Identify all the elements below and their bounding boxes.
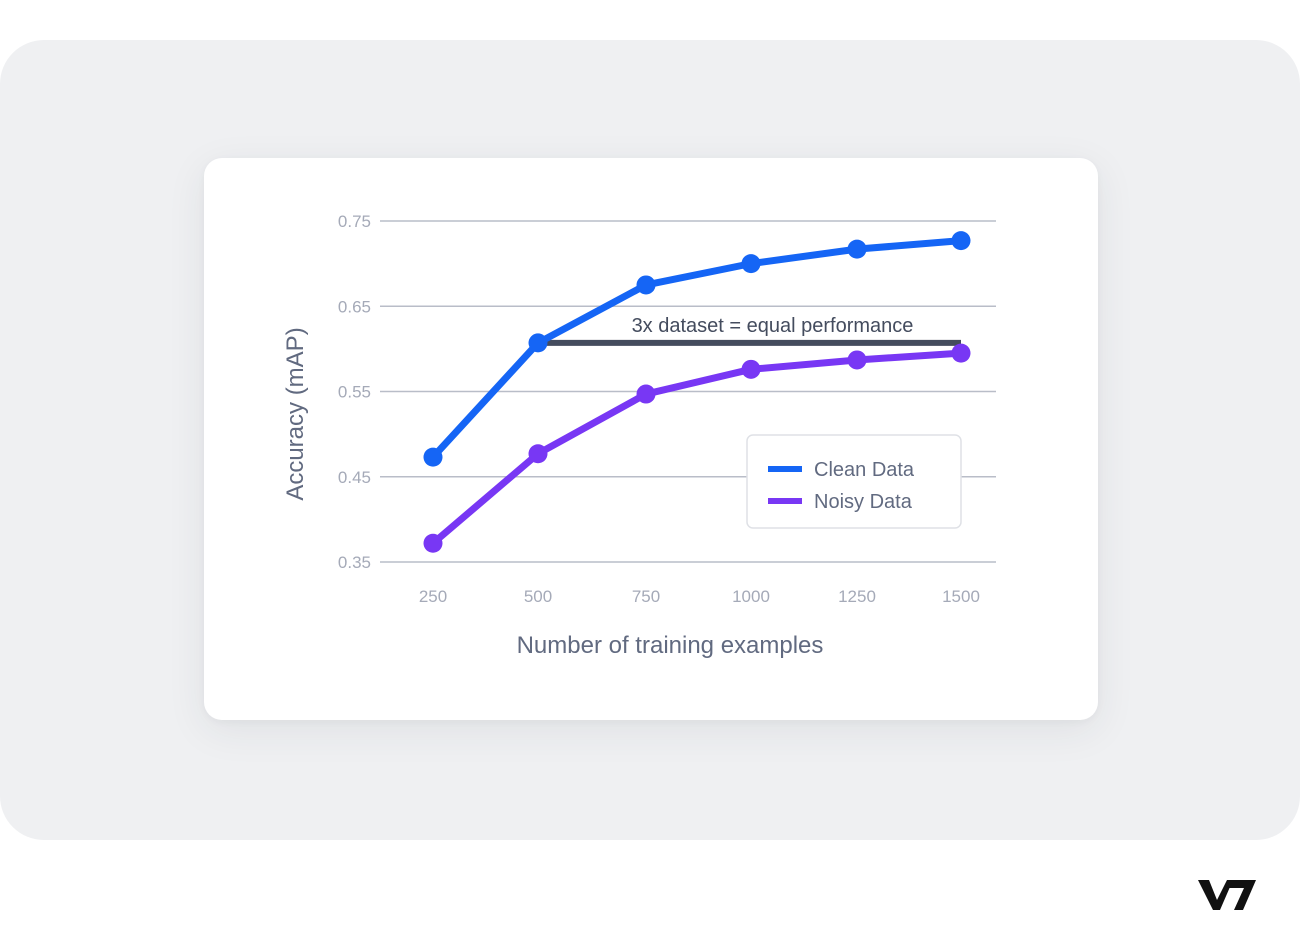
x-tick-label: 750 — [632, 587, 660, 606]
x-tick-label: 1000 — [732, 587, 770, 606]
y-tick-label: 0.55 — [338, 383, 371, 402]
legend: Clean Data Noisy Data — [746, 434, 962, 529]
x-tick-label: 250 — [419, 587, 447, 606]
v7-logo — [1198, 880, 1256, 910]
y-tick-label: 0.65 — [338, 297, 371, 316]
y-tick-label: 0.45 — [338, 468, 371, 487]
data-point[interactable] — [423, 533, 443, 553]
data-point[interactable] — [741, 254, 761, 274]
data-point[interactable] — [636, 275, 656, 295]
data-point[interactable] — [951, 343, 971, 363]
line-chart: 0.35 0.45 0.55 0.65 0.75 250 500 750 1000 1250 15… — [282, 212, 996, 659]
data-point[interactable] — [528, 333, 548, 353]
legend-label: Noisy Data — [814, 491, 913, 513]
data-point[interactable] — [741, 359, 761, 379]
y-axis-ticks: 0.35 0.45 0.55 0.65 0.75 — [338, 212, 371, 572]
series-line — [429, 237, 965, 461]
x-axis-label: Number of training examples — [517, 632, 824, 659]
equal-performance-annotation: 3x dataset = equal performance — [538, 315, 961, 346]
data-point[interactable] — [847, 239, 867, 259]
data-point[interactable] — [528, 444, 548, 464]
y-axis-label: Accuracy (mAP) — [282, 327, 309, 500]
legend-box — [746, 434, 962, 529]
series-noisy-data — [423, 343, 971, 553]
chart-card: 0.35 0.45 0.55 0.65 0.75 250 500 750 1000 1250 15… — [204, 158, 1098, 720]
x-axis-ticks: 250 500 750 1000 1250 1500 — [419, 587, 980, 606]
x-tick-label: 1500 — [942, 587, 980, 606]
x-tick-label: 500 — [524, 587, 552, 606]
y-tick-label: 0.75 — [338, 212, 371, 231]
data-point[interactable] — [636, 384, 656, 404]
y-tick-label: 0.35 — [338, 553, 371, 572]
series-clean-data — [423, 231, 971, 467]
legend-label: Clean Data — [814, 459, 915, 481]
data-point[interactable] — [951, 231, 971, 251]
gridlines — [380, 220, 996, 563]
data-point[interactable] — [423, 447, 443, 467]
series-line — [429, 349, 965, 547]
x-tick-label: 1250 — [838, 587, 876, 606]
data-series — [423, 231, 971, 553]
data-point[interactable] — [847, 350, 867, 370]
annotation-text: 3x dataset = equal performance — [632, 315, 914, 337]
